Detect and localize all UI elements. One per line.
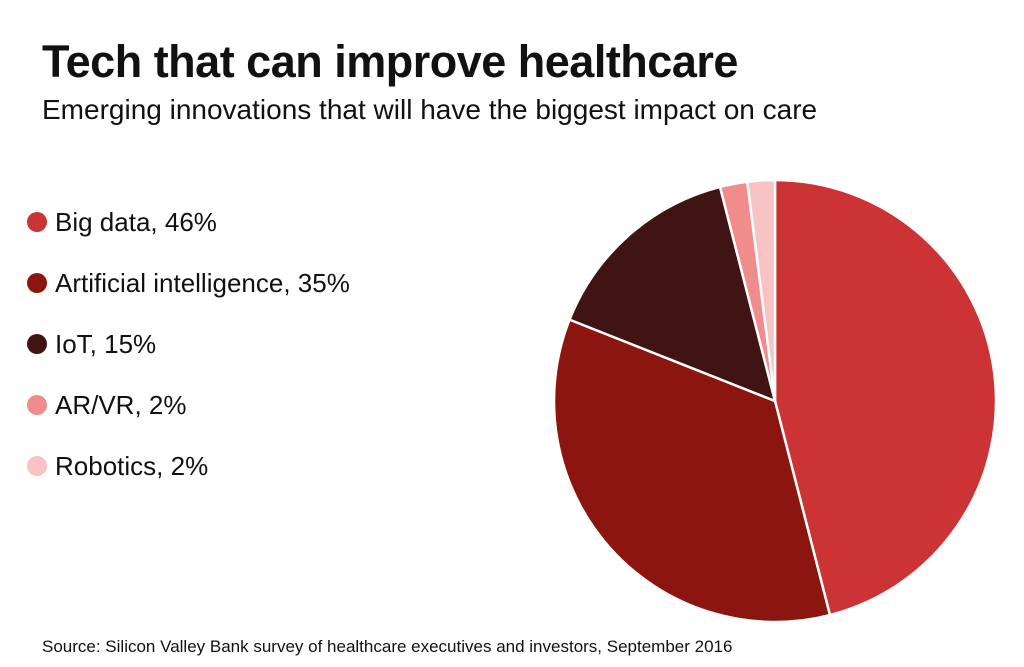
legend-swatch (27, 395, 47, 415)
legend-label: Robotics, 2% (55, 450, 209, 481)
chart-title: Tech that can improve healthcare (42, 36, 738, 87)
legend-item: Robotics, 2% (27, 450, 208, 482)
legend-swatch (27, 273, 47, 293)
legend-swatch (27, 212, 47, 232)
chart-subtitle: Emerging innovations that will have the … (42, 94, 818, 125)
pie-slice (773, 178, 998, 617)
legend-item: Artificial intelligence, 35% (27, 267, 350, 299)
pie-slice (552, 318, 832, 624)
source-note: Source: Silicon Valley Bank survey of he… (42, 637, 733, 656)
legend-item: AR/VR, 2% (27, 389, 187, 421)
legend-label: Artificial intelligence, 35% (55, 267, 350, 298)
legend-label: AR/VR, 2% (55, 389, 187, 420)
pie-slice (568, 185, 777, 403)
pie-slice (746, 178, 777, 403)
legend-item: IoT, 15% (27, 328, 156, 360)
legend-item: Big data, 46% (27, 206, 217, 238)
legend-label: IoT, 15% (55, 328, 157, 359)
legend-swatch (27, 334, 47, 354)
legend-label: Big data, 46% (55, 206, 217, 237)
legend-swatch (27, 456, 47, 476)
